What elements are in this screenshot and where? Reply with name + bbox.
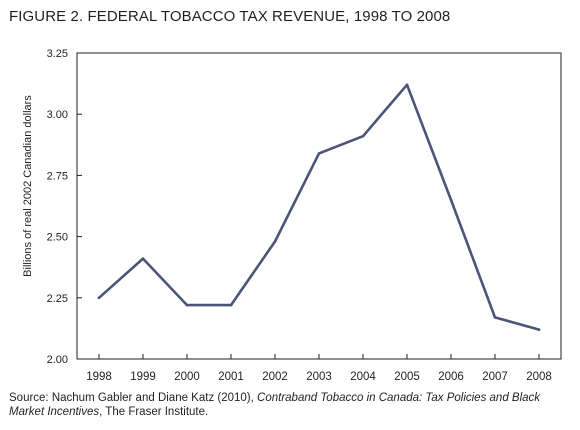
data-point bbox=[317, 152, 321, 155]
y-tick-label: 2.50 bbox=[47, 232, 68, 244]
x-tick-label: 2005 bbox=[394, 371, 420, 383]
data-point bbox=[405, 83, 409, 87]
x-tick-label: 2001 bbox=[218, 371, 244, 383]
x-tick-label: 1998 bbox=[86, 371, 112, 383]
data-point bbox=[141, 257, 145, 260]
data-point bbox=[493, 316, 497, 319]
x-tick-label: 2004 bbox=[350, 371, 376, 383]
data-point bbox=[97, 296, 101, 300]
y-axis-label: Billions of real 2002 Canadian dollars bbox=[22, 95, 34, 277]
data-point bbox=[537, 328, 541, 331]
data-point bbox=[229, 303, 233, 307]
y-tick-label: 3.25 bbox=[47, 48, 68, 60]
x-tick-label: 2003 bbox=[306, 371, 332, 383]
x-tick-label: 1999 bbox=[130, 371, 156, 383]
x-axis-ticks: 1998 1999 2000 2001 2002 2003 2004 2005 2006 2007… bbox=[86, 354, 552, 383]
y-axis-ticks: 2.00 2.25 2.50 2.75 3.00 3.25 bbox=[47, 48, 82, 366]
series-group bbox=[97, 83, 541, 331]
x-tick-label: 2008 bbox=[526, 371, 552, 383]
y-tick-label: 2.00 bbox=[47, 354, 68, 366]
figure-title: FIGURE 2. FEDERAL TOBACCO TAX REVENUE, 1… bbox=[9, 8, 451, 25]
source-prefix: Source: Nachum Gabler and Diane Katz (20… bbox=[9, 392, 258, 404]
data-point bbox=[449, 198, 453, 202]
y-tick-label: 2.75 bbox=[47, 170, 68, 182]
x-tick-label: 2007 bbox=[482, 371, 508, 383]
x-tick-label: 2002 bbox=[262, 371, 288, 383]
source-suffix: , The Fraser Institute. bbox=[99, 406, 209, 418]
data-point bbox=[185, 303, 189, 307]
source-title: Contraband Tobacco in Canada: Tax Polici… bbox=[9, 392, 541, 418]
y-tick-label: 3.00 bbox=[47, 109, 68, 121]
data-point bbox=[361, 134, 365, 138]
x-tick-label: 2006 bbox=[438, 371, 464, 383]
y-tick-label: 2.25 bbox=[47, 293, 68, 305]
series-line bbox=[97, 83, 541, 331]
data-point bbox=[273, 240, 277, 243]
plot-frame bbox=[76, 52, 562, 360]
x-tick-label: 2000 bbox=[174, 371, 200, 383]
source-note: Source: Nachum Gabler and Diane Katz (20… bbox=[9, 391, 574, 419]
